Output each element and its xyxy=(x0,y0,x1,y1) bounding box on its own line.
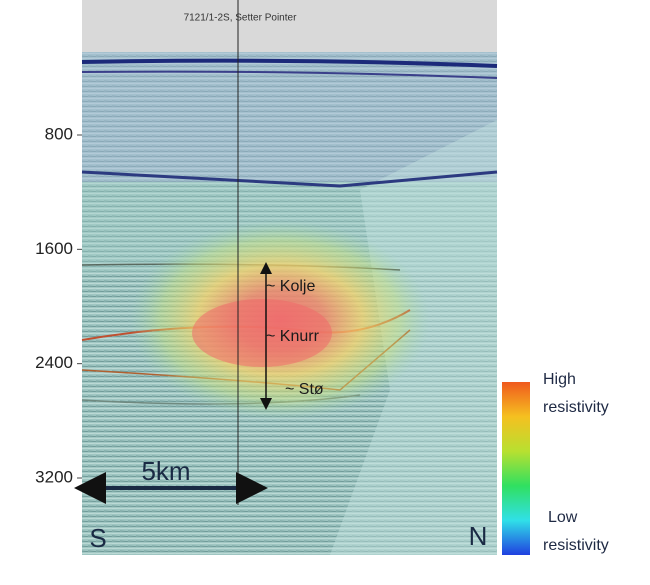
colorbar-low-line: resistivity xyxy=(543,537,609,554)
horizon-label: ~ Stø xyxy=(285,381,324,398)
tick-label: 2400 xyxy=(35,353,73,372)
scale-label: 5km xyxy=(141,456,190,486)
direction-label: S xyxy=(89,523,106,553)
tick-label: 1600 xyxy=(35,239,73,258)
colorbar xyxy=(502,382,530,555)
tick-label: 3200 xyxy=(35,467,73,486)
colorbar-high: High resistivity xyxy=(543,371,609,416)
colorbar-high-line: resistivity xyxy=(543,399,609,416)
colorbar-low-line: Low xyxy=(548,509,578,526)
tick-label: 800 xyxy=(45,124,73,143)
well-label: 7121/1-2S, Setter Pointer xyxy=(184,13,298,24)
colorbar-low: Low resistivity xyxy=(543,509,609,554)
seismic-section xyxy=(81,0,498,555)
depth-axis: 800 1600 2400 3200 xyxy=(35,124,82,486)
horizon-label: ~ Knurr xyxy=(266,328,320,345)
direction-label: N xyxy=(469,521,488,551)
colorbar-high-line: High xyxy=(543,371,576,388)
horizon-label: ~ Kolje xyxy=(266,278,315,295)
